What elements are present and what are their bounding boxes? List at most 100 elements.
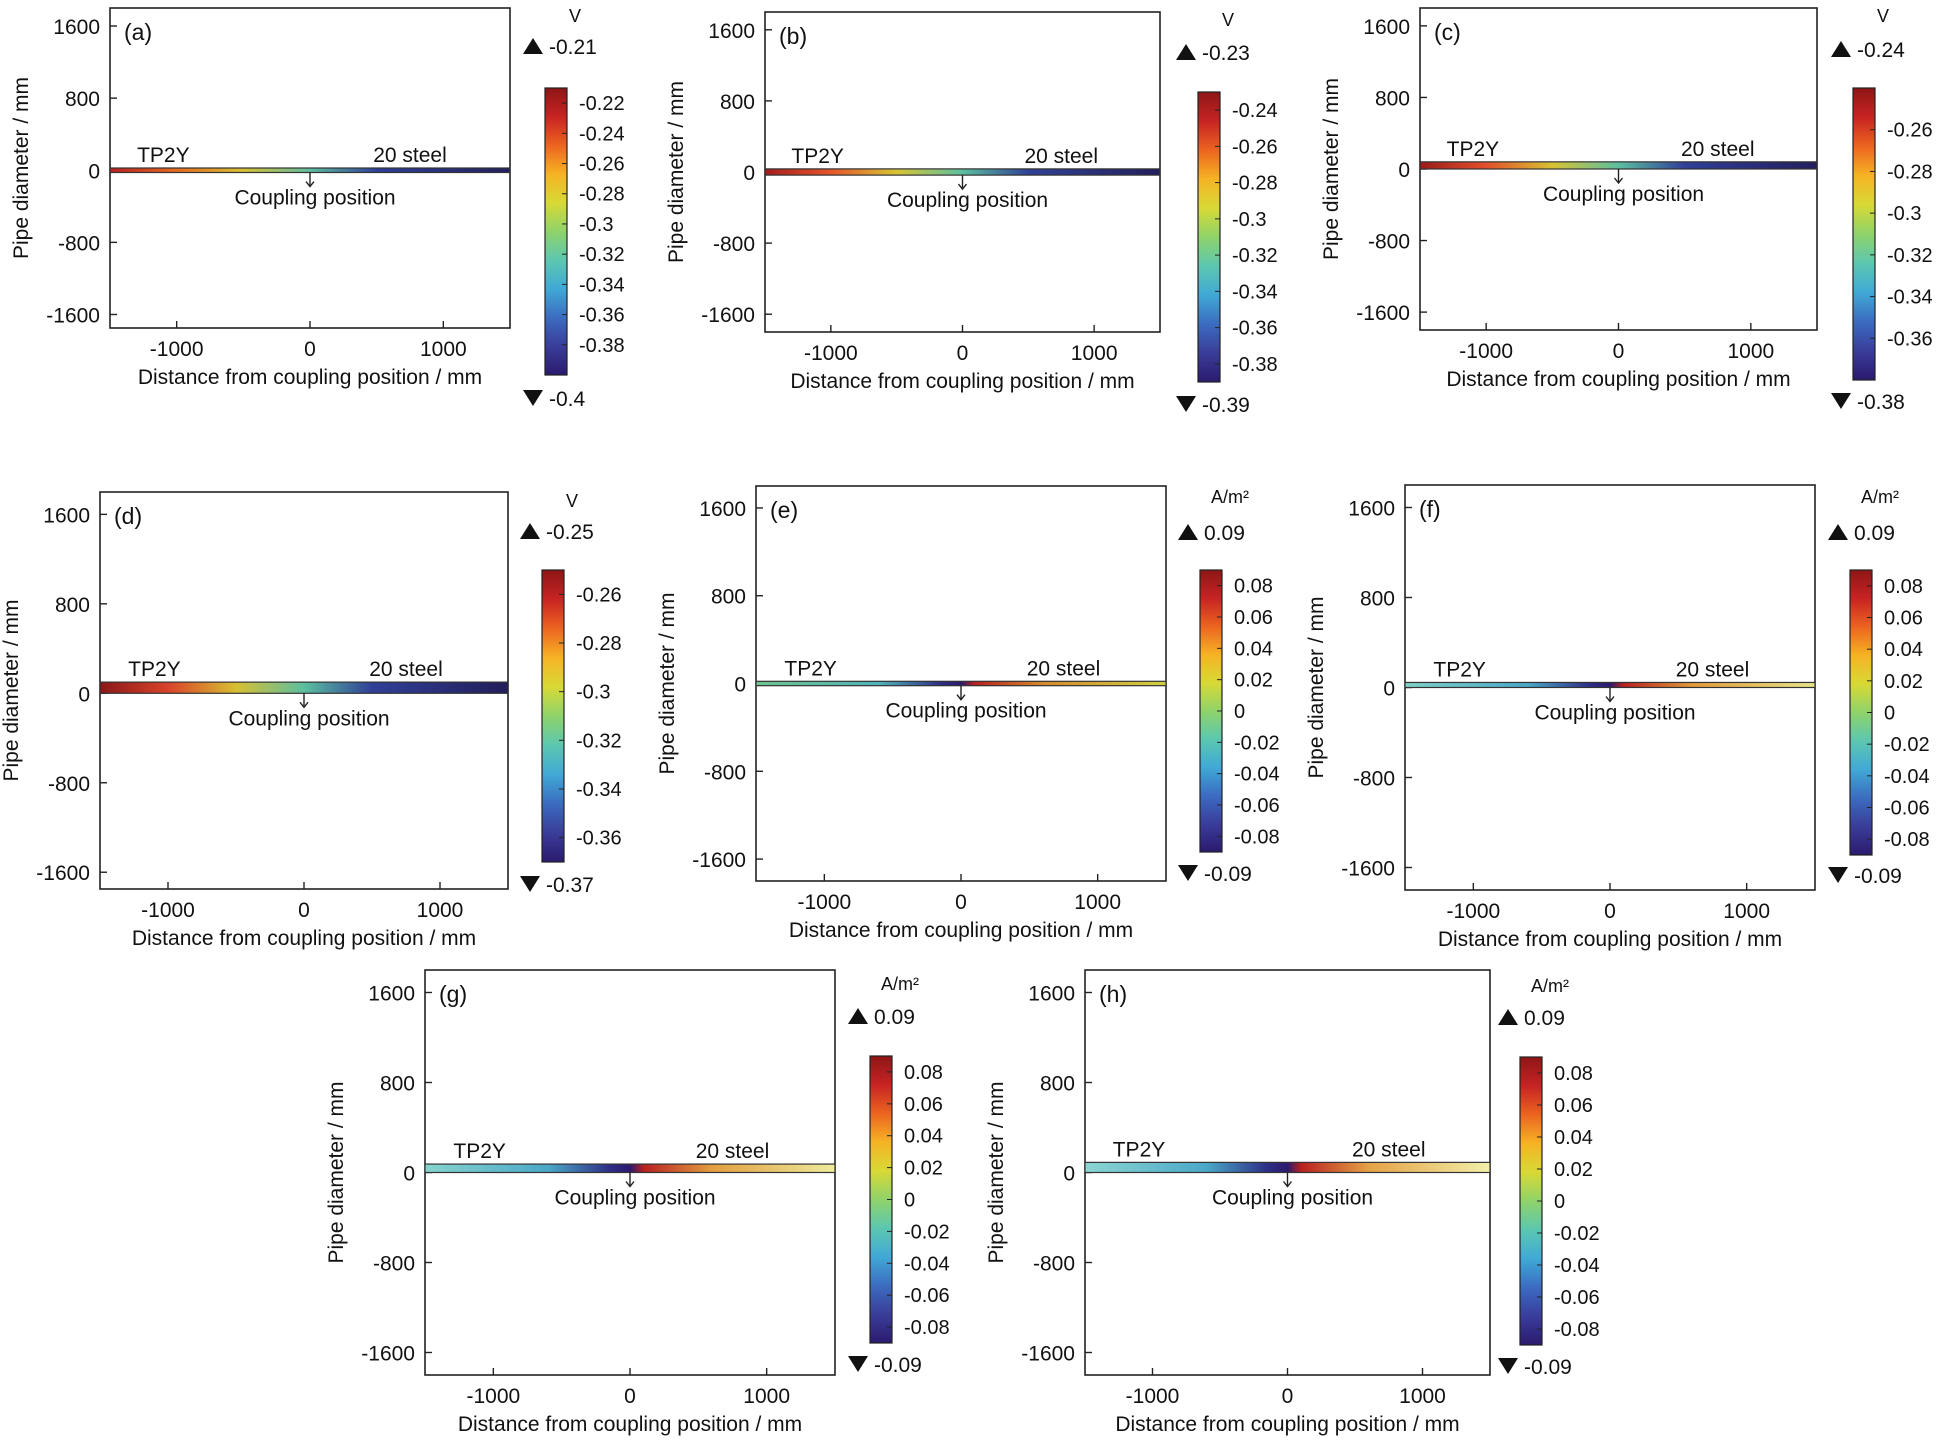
max-triangle-icon <box>1831 41 1851 57</box>
y-tick-label: 0 <box>403 1163 415 1186</box>
material-label-tp2y: TP2Y <box>453 1140 506 1163</box>
pipe-field <box>755 680 1167 687</box>
colorbar-tick-label: 0.06 <box>1234 607 1273 629</box>
x-tick-label: 1000 <box>743 1385 790 1408</box>
y-tick-label: -1600 <box>36 862 90 885</box>
colorbar-unit: V <box>569 6 581 26</box>
colorbar-tick-label: -0.36 <box>1232 318 1278 340</box>
colorbar-tick-label: -0.06 <box>904 1285 950 1307</box>
panel-label: (e) <box>770 497 798 523</box>
coupling-label: Coupling position <box>1534 702 1695 725</box>
pipe-field <box>109 167 511 174</box>
x-axis-title: Distance from coupling position / mm <box>132 927 476 950</box>
x-tick-label: 0 <box>955 891 967 914</box>
colorbar-tick-label: -0.26 <box>1232 136 1278 158</box>
y-tick-label: 800 <box>1375 87 1410 110</box>
colorbar-tick-label: -0.3 <box>1232 209 1266 231</box>
x-axis-title: Distance from coupling position / mm <box>1438 928 1782 951</box>
coupling-label: Coupling position <box>1543 183 1704 206</box>
colorbar-tick-label: -0.26 <box>576 584 622 606</box>
y-axis-title: Pipe diameter / mm <box>1305 596 1328 778</box>
colorbar-tick-label: -0.28 <box>576 633 622 655</box>
colorbar-tick-label: -0.38 <box>1232 354 1278 376</box>
colorbar-tick-label: -0.34 <box>1232 281 1278 303</box>
colorbar-max-label: -0.23 <box>1202 42 1250 65</box>
colorbar-tick-label: 0.06 <box>1884 608 1923 630</box>
material-label-20-steel: 20 steel <box>1352 1138 1426 1161</box>
material-label-tp2y: TP2Y <box>1447 138 1500 161</box>
panel-f: (f) 1600 800 0 -800 -1600 -1000 0 1000 Distance f… <box>1305 484 1930 951</box>
colorbar-tick-label: -0.3 <box>579 214 613 236</box>
panel-label: (c) <box>1434 19 1461 45</box>
colorbar-tick-label: 0.08 <box>1554 1063 1593 1085</box>
colorbar-tick-label: -0.04 <box>904 1253 950 1275</box>
colorbar-tick-label: -0.28 <box>1887 161 1933 183</box>
x-tick-label: 1000 <box>420 338 467 361</box>
coupling-arrow-head <box>957 183 968 191</box>
material-label-tp2y: TP2Y <box>791 145 844 168</box>
panel-label: (a) <box>124 19 152 45</box>
max-triangle-icon <box>523 38 543 54</box>
y-tick-label: 1600 <box>53 16 100 39</box>
y-tick-label: 800 <box>65 88 100 111</box>
colorbar-min-label: -0.4 <box>549 388 586 411</box>
panel-h: (h) 1600 800 0 -800 -1600 -1000 0 1000 Distance f… <box>985 969 1600 1436</box>
material-label-20-steel: 20 steel <box>696 1140 770 1163</box>
x-tick-label: -1000 <box>804 342 858 365</box>
colorbar-unit: V <box>1877 6 1889 26</box>
colorbar-max-label: 0.09 <box>1854 522 1895 545</box>
x-axis-title: Distance from coupling position / mm <box>1446 368 1790 391</box>
max-triangle-icon <box>1828 524 1848 540</box>
x-tick-label: 0 <box>304 338 316 361</box>
colorbar-unit: A/m² <box>1861 487 1899 507</box>
colorbar-tick-label: 0.02 <box>1554 1159 1593 1181</box>
x-tick-label: 1000 <box>1071 342 1118 365</box>
y-tick-label: 0 <box>743 162 755 185</box>
y-tick-label: -1600 <box>1341 858 1395 881</box>
colorbar-tick-label: 0.04 <box>1234 638 1273 660</box>
material-label-20-steel: 20 steel <box>1681 138 1755 161</box>
max-triangle-icon <box>848 1008 868 1024</box>
colorbar-tick-label: -0.26 <box>579 154 625 176</box>
x-tick-label: -1000 <box>150 338 204 361</box>
y-axis-title: Pipe diameter / mm <box>325 1081 348 1263</box>
colorbar-tick-label: -0.36 <box>1887 328 1933 350</box>
colorbar-tick-label: -0.24 <box>1232 100 1278 122</box>
colorbar-tick-label: -0.28 <box>1232 173 1278 195</box>
y-tick-label: 0 <box>1383 678 1395 701</box>
pipe-field <box>1404 681 1816 689</box>
colorbar-tick-label: -0.06 <box>1554 1287 1600 1309</box>
x-tick-label: 0 <box>1604 900 1616 923</box>
coupling-arrow-head <box>1282 1181 1293 1188</box>
y-tick-label: -800 <box>48 773 90 796</box>
colorbar-tick-label: 0.02 <box>1884 671 1923 693</box>
colorbar <box>541 569 565 863</box>
colorbar-tick-label: 0 <box>1884 703 1895 725</box>
colorbar-tick-label: -0.34 <box>576 779 622 801</box>
colorbar-tick-label: 0.08 <box>904 1062 943 1084</box>
y-tick-label: 1600 <box>1348 498 1395 521</box>
x-tick-label: 0 <box>1613 340 1625 363</box>
y-tick-label: 800 <box>711 586 746 609</box>
colorbar-tick-label: -0.32 <box>1887 245 1933 267</box>
coupling-label: Coupling position <box>887 189 1048 212</box>
min-triangle-icon <box>848 1356 868 1372</box>
x-tick-label: -1000 <box>1126 1385 1180 1408</box>
y-tick-label: -1600 <box>701 304 755 327</box>
colorbar-tick-label: -0.36 <box>579 305 625 327</box>
max-triangle-icon <box>1498 1009 1518 1025</box>
min-triangle-icon <box>1831 393 1851 409</box>
x-tick-label: 1000 <box>417 899 464 922</box>
coupling-arrow-head <box>625 1181 635 1188</box>
coupling-arrow-head <box>299 701 309 709</box>
y-axis-title: Pipe diameter / mm <box>1320 78 1343 260</box>
colorbar-tick-label: 0.02 <box>904 1158 943 1180</box>
x-tick-label: 0 <box>624 1385 636 1408</box>
colorbar-tick-label: -0.02 <box>1884 734 1930 756</box>
colorbar-unit: A/m² <box>1531 976 1569 996</box>
y-axis-title: Pipe diameter / mm <box>985 1081 1008 1263</box>
colorbar <box>1197 91 1221 383</box>
x-axis-title: Distance from coupling position / mm <box>138 366 482 389</box>
panel-label: (g) <box>439 981 467 1007</box>
colorbar-tick-label: 0.04 <box>1554 1127 1593 1149</box>
